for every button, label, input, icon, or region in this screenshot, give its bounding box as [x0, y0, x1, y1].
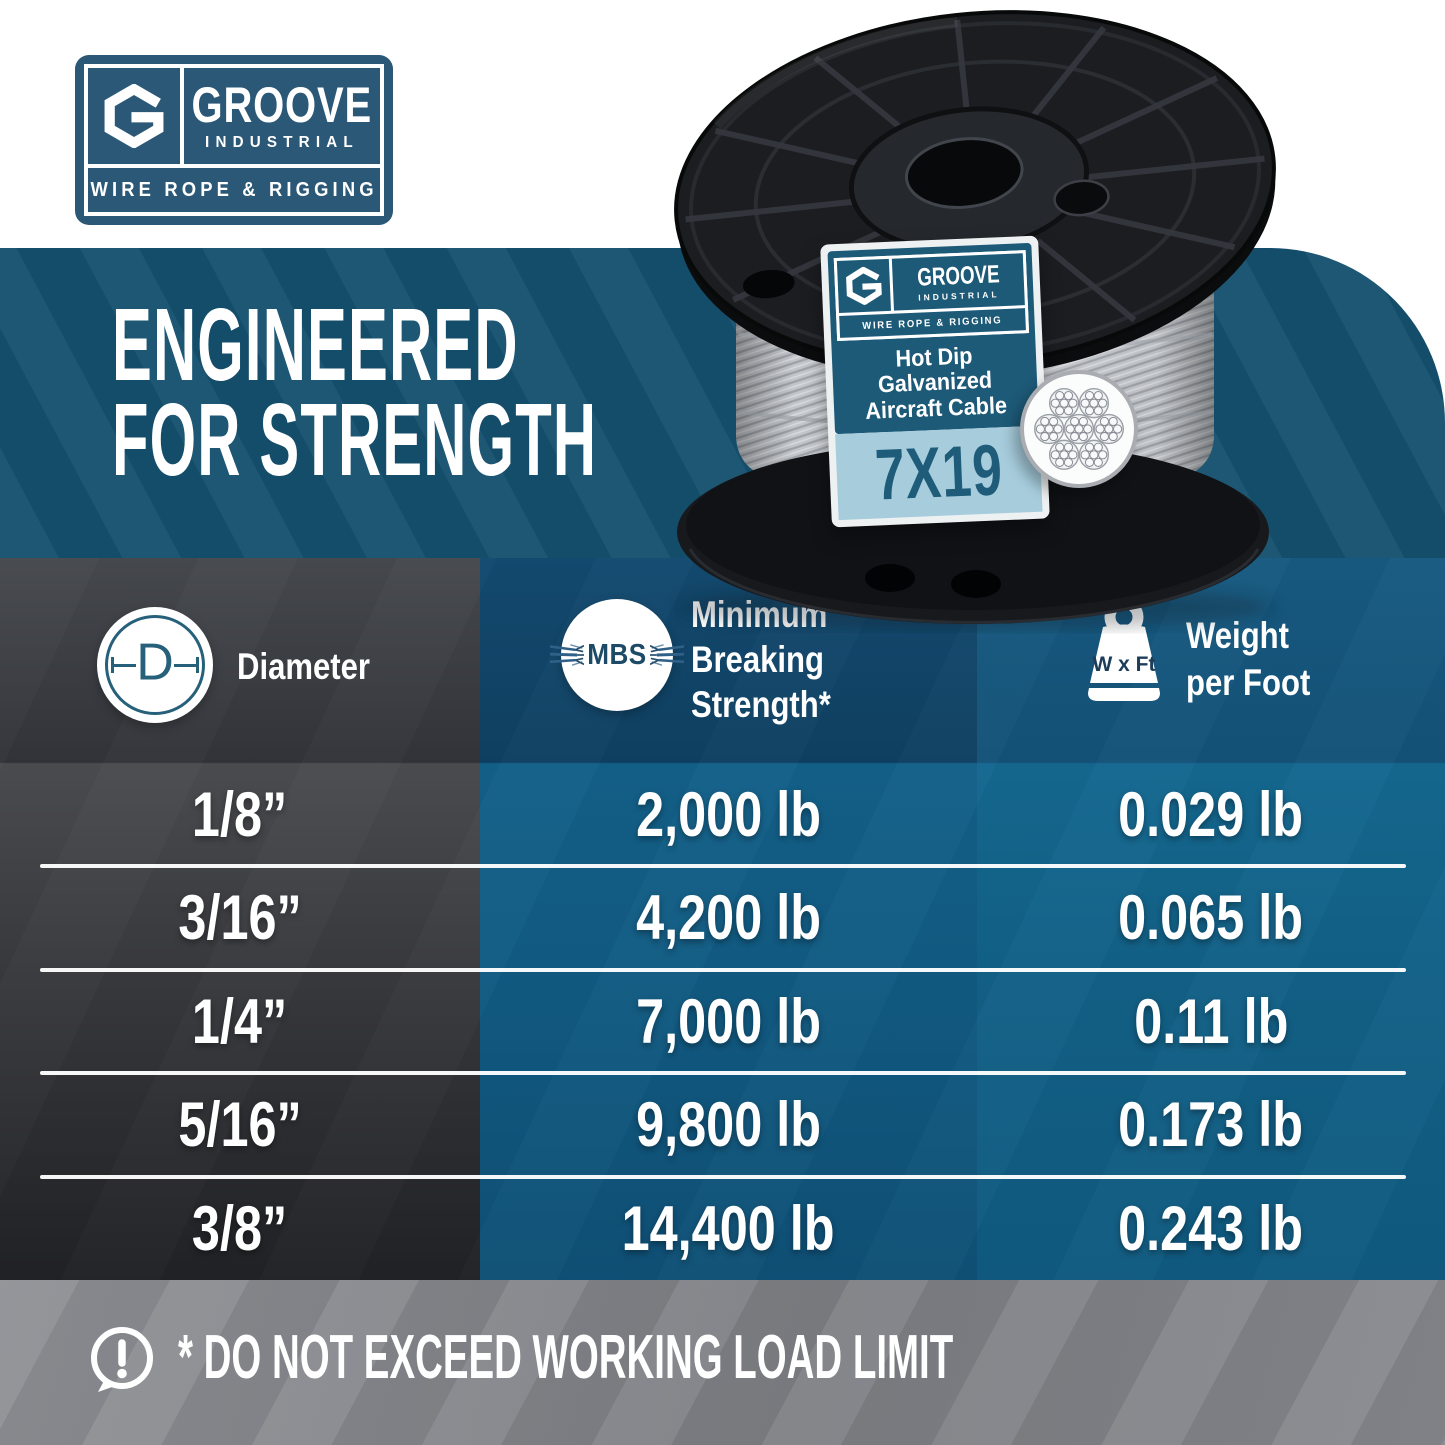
- table-row: 3/8” 14,400 lb 0.243 lb: [0, 1177, 1445, 1280]
- groove-g-icon: [104, 84, 164, 148]
- diameter-cell: 3/8”: [192, 1193, 288, 1264]
- table-row: 3/16” 4,200 lb 0.065 lb: [0, 866, 1445, 969]
- spool-graphic: [674, 10, 1276, 629]
- mbs-cell: 14,400 lb: [622, 1193, 835, 1264]
- cable-spool-image: GROOVE INDUSTRIAL WIRE ROPE & RIGGING Ho…: [640, 4, 1300, 649]
- logo-tagline-cell: WIRE ROPE & RIGGING: [88, 168, 380, 212]
- label-product-title: Hot Dip Galvanized Aircraft Cable: [864, 342, 1008, 424]
- page-title: ENGINEERED FOR STRENGTH: [112, 287, 598, 497]
- alert-bubble-icon: [84, 1322, 160, 1403]
- table-row: 1/4” 7,000 lb 0.11 lb: [0, 970, 1445, 1073]
- groove-g-icon: [846, 266, 882, 306]
- mbs-cell: 9,800 lb: [636, 1089, 821, 1160]
- column-header-diameter: Diameter: [237, 646, 371, 687]
- column-diameter-bg: [0, 558, 480, 1280]
- row-divider: [40, 864, 1406, 868]
- diameter-cell: 3/16”: [178, 882, 302, 953]
- brand-name: GROOVE: [191, 77, 373, 133]
- column-header-weight: Weight per Foot: [1186, 615, 1311, 703]
- row-divider: [40, 968, 1406, 972]
- diameter-cell: 5/16”: [178, 1089, 302, 1160]
- weight-cell: 0.11 lb: [1133, 986, 1289, 1057]
- weight-icon-text: W x Ft: [1092, 653, 1156, 676]
- column-weight-bg: [977, 558, 1445, 1280]
- logo-text-cell: GROOVE INDUSTRIAL: [184, 68, 380, 164]
- warning-note: * DO NOT EXCEED WORKING LOAD LIMIT: [178, 1323, 954, 1392]
- row-divider: [40, 1071, 1406, 1075]
- column-mbs-bg: [480, 558, 977, 1280]
- label-brand-name: GROOVE: [916, 259, 1000, 292]
- footer-band: [0, 1280, 1445, 1445]
- headline-line2: FOR STRENGTH: [112, 381, 598, 497]
- frayed-cable-left-icon: [550, 644, 585, 666]
- mbs-cell: 2,000 lb: [636, 779, 821, 850]
- weight-cell: 0.243 lb: [1118, 1193, 1304, 1264]
- brand-tagline: WIRE ROPE & RIGGING: [90, 178, 378, 201]
- weight-cell: 0.065 lb: [1118, 882, 1304, 953]
- spool-product-label: GROOVE INDUSTRIAL WIRE ROPE & RIGGING Ho…: [820, 235, 1050, 528]
- table-row: 5/16” 9,800 lb 0.173 lb: [0, 1073, 1445, 1176]
- brand-sub: INDUSTRIAL: [205, 134, 359, 151]
- weight-cell: 0.029 lb: [1118, 779, 1304, 850]
- brand-logo: GROOVE INDUSTRIAL WIRE ROPE & RIGGING: [75, 55, 393, 225]
- mbs-icon-text: MBS: [587, 638, 647, 671]
- frayed-cable-right-icon: [649, 644, 684, 666]
- mbs-icon: MBS: [550, 599, 684, 711]
- label-brand-logo: GROOVE INDUSTRIAL WIRE ROPE & RIGGING: [833, 250, 1030, 342]
- row-divider: [40, 1175, 1406, 1179]
- headline-line1: ENGINEERED: [112, 287, 519, 402]
- label-brand-tagline: WIRE ROPE & RIGGING: [862, 314, 1003, 332]
- cable-cross-section-icon: [1020, 370, 1138, 488]
- table-row: 1/8” 2,000 lb 0.029 lb: [0, 763, 1445, 866]
- logo-emblem-cell: [88, 68, 180, 164]
- diameter-icon-letter: D: [136, 633, 174, 692]
- mbs-cell: 7,000 lb: [636, 986, 821, 1057]
- label-brand-sub: INDUSTRIAL: [917, 288, 1000, 303]
- weight-cell: 0.173 lb: [1118, 1089, 1304, 1160]
- cable-construction: 7X19: [873, 430, 1005, 516]
- diameter-icon: D: [97, 607, 213, 723]
- mbs-cell: 4,200 lb: [636, 882, 821, 953]
- diameter-cell: 1/8”: [192, 779, 288, 850]
- diameter-cell: 1/4”: [192, 986, 288, 1057]
